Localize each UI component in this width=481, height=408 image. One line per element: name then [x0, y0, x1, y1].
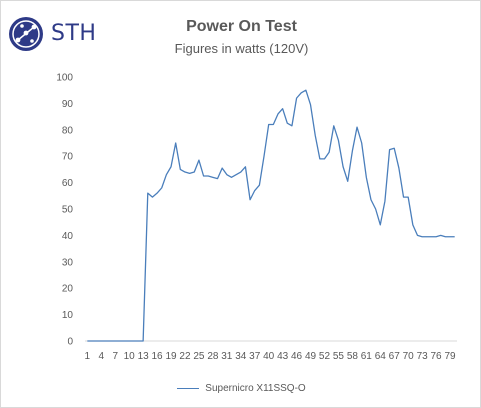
x-tick-label: 58 [347, 351, 359, 362]
x-tick-label: 46 [291, 351, 303, 362]
sth-logo: STH [7, 15, 96, 55]
y-tick-label: 20 [62, 284, 74, 295]
y-tick-label: 80 [62, 125, 74, 136]
x-tick-label: 67 [389, 351, 401, 362]
logo-text: STH [51, 21, 97, 46]
legend: Supernicro X11SSQ-O [1, 383, 481, 394]
x-tick-label: 13 [138, 351, 150, 362]
x-tick-label: 37 [249, 351, 261, 362]
y-tick-label: 70 [62, 152, 74, 163]
y-tick-label: 10 [62, 310, 74, 321]
y-tick-label: 0 [67, 337, 73, 348]
x-tick-label: 55 [333, 351, 345, 362]
x-tick-label: 25 [193, 351, 205, 362]
x-tick-label: 10 [124, 351, 136, 362]
y-tick-label: 100 [56, 73, 73, 84]
x-tick-label: 22 [179, 351, 191, 362]
x-tick-label: 64 [375, 351, 387, 362]
series-layer [87, 89, 455, 342]
x-tick-label: 70 [403, 351, 415, 362]
series-line-0 [87, 89, 455, 342]
y-tick-label: 30 [62, 257, 74, 268]
x-tick-label: 28 [207, 351, 219, 362]
x-tick-label: 34 [235, 351, 247, 362]
x-tick-label: 16 [152, 351, 164, 362]
x-tick-label: 73 [417, 351, 429, 362]
x-tick-label: 1 [85, 351, 91, 362]
chart-subtitle: Figures in watts (120V) [174, 41, 309, 56]
y-tick-label: 40 [62, 231, 74, 242]
x-tick-label: 43 [277, 351, 289, 362]
x-tick-label: 40 [263, 351, 275, 362]
x-axis-labels: 1 4 7 10 13 16 19 22 25 28 31 34 37 40 43 46 49 52 55 58 61 6… [85, 351, 456, 362]
x-tick-label: 49 [305, 351, 317, 362]
y-tick-label: 50 [62, 205, 74, 216]
x-tick-label: 61 [361, 351, 373, 362]
x-tick-label: 52 [319, 351, 331, 362]
x-tick-label: 31 [221, 351, 233, 362]
y-tick-label: 60 [62, 178, 74, 189]
chart-title: Power On Test [186, 18, 297, 35]
globe-icon [9, 17, 43, 51]
legend-label: Supernicro X11SSQ-O [205, 383, 306, 394]
x-tick-label: 79 [444, 351, 456, 362]
y-tick-label: 90 [62, 99, 74, 110]
legend-swatch [177, 387, 200, 389]
x-tick-label: 4 [98, 351, 104, 362]
x-tick-label: 7 [112, 351, 118, 362]
x-tick-label: 76 [431, 351, 443, 362]
x-tick-label: 19 [165, 351, 177, 362]
y-axis-labels: 0 10 20 30 40 50 60 70 80 90 100 [56, 73, 73, 348]
